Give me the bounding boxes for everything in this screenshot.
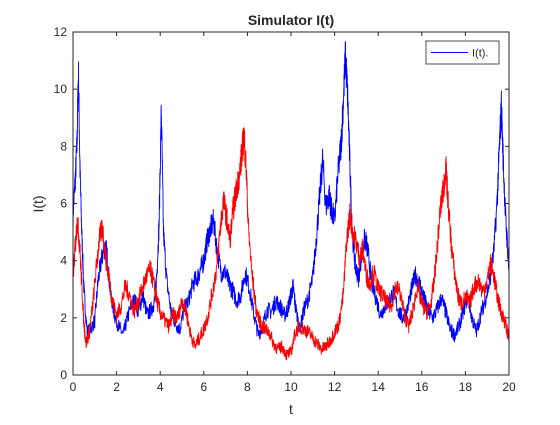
x-tick-label: 8 (244, 380, 251, 394)
x-tick-label: 14 (372, 380, 386, 394)
y-tick-label: 4 (60, 254, 67, 268)
axes-layer: 0 2 4 6 8 10 12 14 16 18 20 0 2 4 6 8 10 12 (54, 25, 516, 394)
legend: I(t). (425, 40, 500, 65)
x-tick-label: 12 (328, 380, 342, 394)
y-tick-label: 2 (60, 311, 67, 325)
y-tick-label: 12 (54, 25, 68, 39)
series-line-red (72, 127, 510, 361)
chart-title: Simulator I(t) (248, 12, 334, 28)
x-tick-label: 2 (113, 380, 120, 394)
series-layer (72, 40, 510, 361)
x-tick-label: 18 (459, 380, 473, 394)
x-tick-label: 20 (502, 380, 516, 394)
y-axis-title: I(t) (30, 195, 46, 212)
x-tick-label: 10 (284, 380, 298, 394)
plot-area-box (72, 31, 510, 376)
x-tick-label: 4 (157, 380, 164, 394)
x-axis-title: t (289, 401, 293, 417)
x-tick-label: 16 (415, 380, 429, 394)
y-tick-label: 6 (60, 197, 67, 211)
legend-label: I(t). (472, 48, 489, 60)
y-tick-label: 10 (54, 82, 68, 96)
y-tick-label: 0 (60, 368, 67, 382)
x-tick-label: 6 (200, 380, 207, 394)
y-tick-label: 8 (60, 139, 67, 153)
x-tick-label: 0 (70, 380, 77, 394)
